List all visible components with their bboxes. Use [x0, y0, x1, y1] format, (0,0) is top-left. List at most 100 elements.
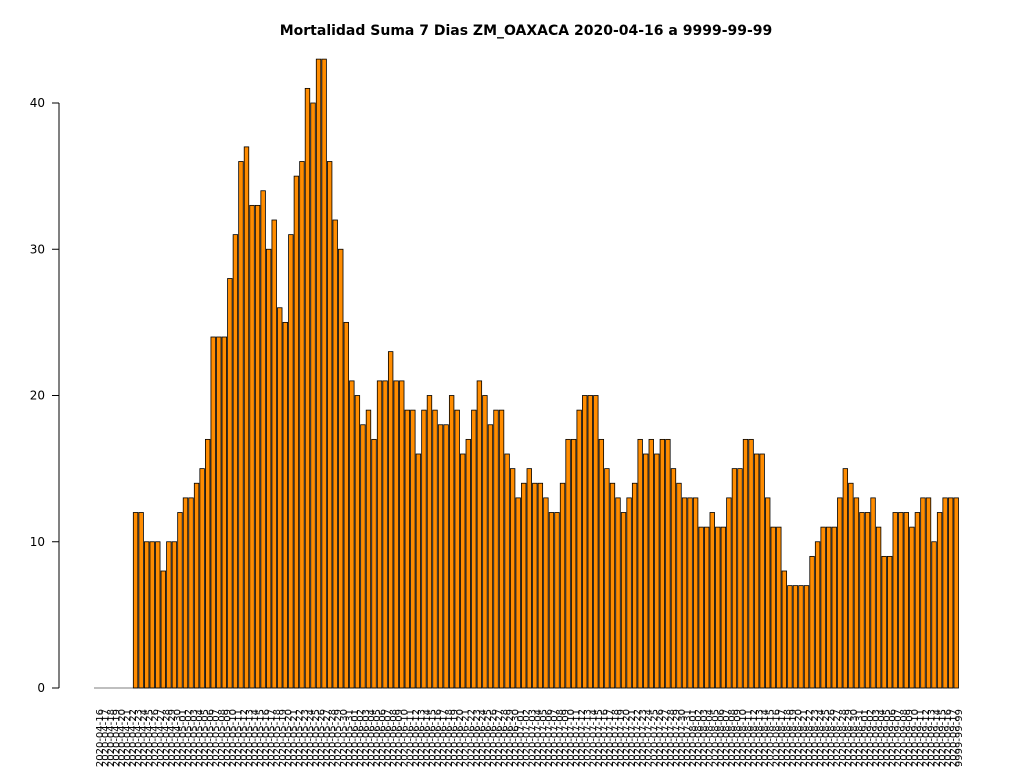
bar — [598, 438, 605, 689]
bar — [282, 321, 288, 689]
bar — [204, 438, 211, 689]
bar — [227, 278, 233, 689]
x-tick-label: 2020-09-08 — [899, 709, 910, 767]
bar — [149, 541, 155, 689]
x-tick-label: 2020-08-21 — [799, 709, 810, 767]
bar — [515, 497, 521, 689]
x-tick-label: 2020-04-29 — [167, 709, 178, 767]
bar — [798, 585, 804, 689]
x-tick-label: 2020-09-05 — [882, 709, 893, 767]
bar — [171, 541, 178, 689]
bar — [293, 175, 300, 689]
bar — [814, 541, 821, 689]
x-tick-label: 2020-04-22 — [128, 709, 139, 767]
x-tick-label: 2020-06-15 — [427, 709, 438, 767]
x-tick-label: 2020-05-20 — [283, 709, 294, 767]
bar — [737, 468, 743, 689]
bar — [720, 526, 727, 689]
x-tick-label: 2020-06-02 — [355, 709, 366, 767]
bar — [138, 512, 144, 689]
x-tick-label: 2020-06-10 — [400, 709, 411, 767]
bar — [143, 541, 150, 689]
bar — [216, 336, 222, 689]
bar — [953, 497, 959, 689]
x-tick-label: 2020-09-15 — [938, 709, 949, 767]
x-tick-label: 2020-04-27 — [156, 709, 167, 767]
x-tick-label: 2020-07-31 — [683, 709, 694, 767]
bar — [260, 190, 266, 689]
bar — [887, 555, 893, 689]
x-tick-label: 2020-08-19 — [788, 709, 799, 767]
x-tick-label: 2020-07-12 — [577, 709, 588, 767]
x-tick-label: 2020-05-12 — [239, 709, 250, 767]
x-tick-label: 2020-08-31 — [854, 709, 865, 767]
x-tick-label: 2020-07-08 — [555, 709, 566, 767]
bar — [493, 409, 499, 689]
x-tick-label: 2020-08-09 — [732, 709, 743, 767]
bar — [160, 570, 166, 689]
x-tick-label: 2020-08-27 — [832, 709, 843, 767]
bar — [748, 438, 754, 689]
bar — [864, 512, 871, 689]
x-tick-label: 2020-07-30 — [677, 709, 688, 767]
x-tick-label: 2020-08-29 — [843, 709, 854, 767]
x-tick-label: 2020-07-07 — [549, 709, 560, 767]
x-tick-label: 2020-08-15 — [766, 709, 777, 767]
x-tick-label: 2020-09-01 — [860, 709, 871, 767]
bar — [465, 438, 471, 689]
bar — [471, 409, 477, 689]
x-tick-label: 2020-05-18 — [272, 709, 283, 767]
bar — [371, 438, 377, 689]
bar — [460, 453, 466, 689]
x-tick-label: 2020-07-05 — [538, 709, 549, 767]
bar — [615, 497, 621, 689]
bar — [476, 380, 483, 689]
x-tick-label: 2020-06-26 — [488, 709, 499, 767]
x-tick-label: 2020-06-29 — [505, 709, 516, 767]
x-tick-label: 2020-09-10 — [910, 709, 921, 767]
x-tick-label: 2020-09-04 — [877, 709, 888, 767]
bar — [521, 482, 527, 689]
bar — [692, 497, 699, 689]
x-tick-label: 2020-06-04 — [366, 709, 377, 767]
bar — [848, 482, 854, 689]
bar — [781, 570, 788, 689]
x-tick-label: 2020-06-19 — [450, 709, 461, 767]
bar — [776, 526, 782, 689]
x-tick-label: 2020-07-27 — [660, 709, 671, 767]
x-tick-label: 2020-05-09 — [222, 709, 233, 767]
x-tick-label: 2020-05-30 — [339, 709, 350, 767]
x-tick-label: 2020-06-20 — [455, 709, 466, 767]
x-tick-label: 2020-08-12 — [749, 709, 760, 767]
x-tick-label: 2020-04-20 — [117, 709, 128, 767]
x-tick-label: 2020-08-08 — [727, 709, 738, 767]
x-tick-label: 2020-06-01 — [350, 709, 361, 767]
bar — [454, 409, 460, 689]
bar — [620, 512, 627, 689]
y-tick-label: 10 — [30, 535, 45, 549]
bar — [193, 482, 200, 689]
x-tick-label: 2020-05-01 — [178, 709, 189, 767]
bar — [177, 512, 183, 689]
x-tick-label: 2020-08-16 — [771, 709, 782, 767]
x-tick-label: 2020-08-25 — [821, 709, 832, 767]
bar — [326, 161, 333, 689]
x-tick-label: 2020-04-25 — [145, 709, 156, 767]
x-tick-label: 2020-04-19 — [111, 709, 122, 767]
bar — [826, 526, 832, 689]
x-tick-label: 2020-05-29 — [333, 709, 344, 767]
bar — [759, 453, 765, 689]
x-tick-label: 2020-05-14 — [250, 709, 261, 767]
x-tick-label: 2020-09-12 — [921, 709, 932, 767]
x-tick-label: 2020-07-28 — [666, 709, 677, 767]
x-tick-label: 2020-05-25 — [311, 709, 322, 767]
x-tick-label: 2020-05-27 — [322, 709, 333, 767]
x-tick-label: 2020-05-15 — [256, 709, 267, 767]
bar — [892, 512, 898, 689]
bar — [221, 336, 227, 689]
bar — [432, 409, 438, 689]
bar — [437, 424, 444, 689]
x-tick-label: 2020-06-11 — [405, 709, 416, 767]
x-tick-label: 2020-05-06 — [206, 709, 217, 767]
x-tick-label: 2020-05-10 — [228, 709, 239, 767]
